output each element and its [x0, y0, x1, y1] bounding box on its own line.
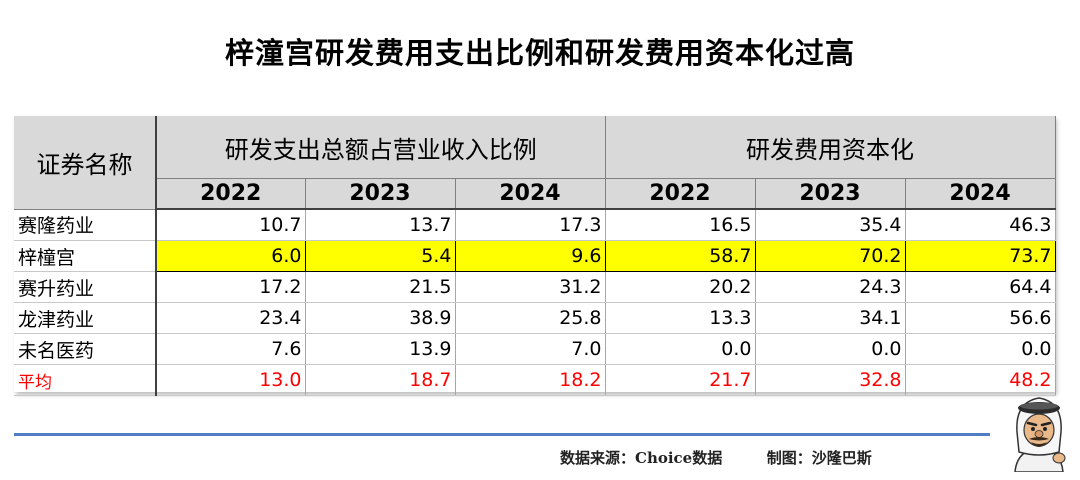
value-cell: 13.7 [305, 209, 456, 241]
header-year: 2023 [755, 178, 906, 210]
value-cell: 32.8 [755, 364, 906, 396]
header-group-rd-ratio: 研发支出总额占营业收入比例 [156, 116, 606, 179]
data-table: 证券名称 研发支出总额占营业收入比例 研发费用资本化 2022 2023 202… [14, 116, 1056, 396]
security-name-cell: 龙津药业 [14, 302, 157, 334]
header-year: 2024 [455, 178, 606, 210]
table-row: 赛隆药业 10.7 13.7 17.3 16.5 35.4 46.3 [14, 209, 1056, 241]
value-cell: 7.0 [455, 333, 606, 365]
security-name-cell: 赛隆药业 [14, 209, 157, 241]
value-cell: 0.0 [605, 333, 756, 365]
value-cell: 10.7 [156, 209, 306, 241]
header-year: 2022 [605, 178, 756, 210]
value-cell: 18.2 [455, 364, 606, 396]
value-cell: 21.5 [305, 271, 456, 303]
header-year: 2023 [305, 178, 456, 210]
value-cell: 46.3 [905, 209, 1056, 241]
table-row: 未名医药 7.6 13.9 7.0 0.0 0.0 0.0 [14, 333, 1056, 365]
value-cell: 34.1 [755, 302, 906, 334]
table-row: 赛升药业 17.2 21.5 31.2 20.2 24.3 64.4 [14, 271, 1056, 303]
chart-title: 梓潼宫研发费用支出比例和研发费用资本化过高 [224, 36, 855, 70]
value-cell: 6.0 [156, 240, 306, 272]
value-cell: 58.7 [605, 240, 756, 272]
security-name-cell: 平均 [14, 364, 157, 396]
value-cell: 25.8 [455, 302, 606, 334]
header-security-name: 证券名称 [14, 116, 157, 210]
header-year: 2022 [156, 178, 306, 210]
value-cell: 24.3 [755, 271, 906, 303]
security-name-cell: 赛升药业 [14, 271, 157, 303]
value-cell: 17.2 [156, 271, 306, 303]
average-row: 平均 13.0 18.7 18.2 21.7 32.8 48.2 [14, 364, 1056, 396]
value-cell: 64.4 [905, 271, 1056, 303]
header-row-groups: 证券名称 研发支出总额占营业收入比例 研发费用资本化 [14, 116, 1056, 210]
chart-maker-label: 制图：沙隆巴斯 [766, 449, 872, 467]
value-cell: 13.3 [605, 302, 756, 334]
security-name-cell: 未名医药 [14, 333, 157, 365]
value-cell: 7.6 [156, 333, 306, 365]
value-cell: 9.6 [455, 240, 606, 272]
value-cell: 18.7 [305, 364, 456, 396]
cartoon-sheikh-mascot-icon [1005, 392, 1073, 473]
table-row: 龙津药业 23.4 38.9 25.8 13.3 34.1 56.6 [14, 302, 1056, 334]
value-cell: 48.2 [905, 364, 1056, 396]
header-group-rd-capitalization: 研发费用资本化 [605, 116, 1056, 179]
header-year: 2024 [905, 178, 1056, 210]
value-cell: 23.4 [156, 302, 306, 334]
data-table-wrapper: 证券名称 研发支出总额占营业收入比例 研发费用资本化 2022 2023 202… [14, 116, 1056, 396]
footer-divider [14, 433, 990, 436]
value-cell: 31.2 [455, 271, 606, 303]
value-cell: 73.7 [905, 240, 1056, 272]
value-cell: 13.0 [156, 364, 306, 396]
value-cell: 17.3 [455, 209, 606, 241]
value-cell: 38.9 [305, 302, 456, 334]
security-name-cell: 梓橦宫 [14, 240, 157, 272]
value-cell: 56.6 [905, 302, 1056, 334]
value-cell: 21.7 [605, 364, 756, 396]
value-cell: 0.0 [905, 333, 1056, 365]
value-cell: 13.9 [305, 333, 456, 365]
header-row-years: 2022 2023 2024 2022 2023 2024 [14, 178, 1056, 210]
table-row: 梓橦宫 6.0 5.4 9.6 58.7 70.2 73.7 [14, 240, 1056, 272]
value-cell: 20.2 [605, 271, 756, 303]
data-source-label: 数据来源：Choice数据 [560, 449, 723, 467]
value-cell: 70.2 [755, 240, 906, 272]
value-cell: 16.5 [605, 209, 756, 241]
value-cell: 5.4 [305, 240, 456, 272]
value-cell: 35.4 [755, 209, 906, 241]
credits: 数据来源：Choice数据 制图：沙隆巴斯 [560, 447, 980, 468]
table-body: 赛隆药业 10.7 13.7 17.3 16.5 35.4 46.3 梓橦宫 6.0 5.4 9.6… [14, 209, 1056, 396]
value-cell: 0.0 [755, 333, 906, 365]
